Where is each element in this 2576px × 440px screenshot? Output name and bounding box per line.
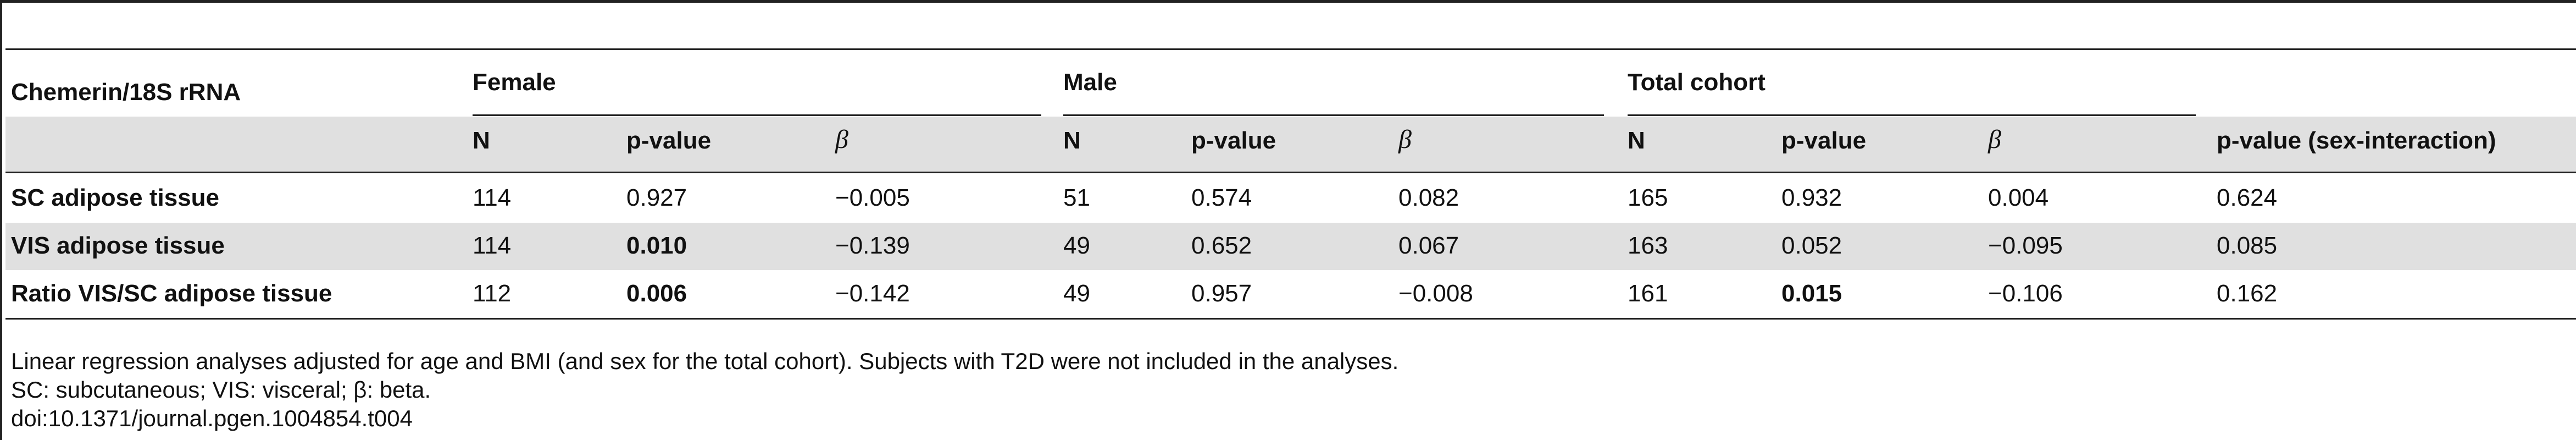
total-group-underline	[1628, 114, 2196, 116]
row-sc-male-n: 51	[1063, 184, 1090, 211]
subheader-female-n: N	[473, 127, 490, 154]
row-vis-total-pvalue: 0.052	[1781, 232, 1842, 259]
left-border	[0, 0, 2, 440]
group-male: Male	[1063, 69, 1117, 96]
top-border	[0, 0, 2576, 3]
female-group-underline	[473, 114, 1041, 116]
subheader-total-pvalue: p-value	[1781, 127, 1867, 154]
row-ratio-total-pvalue: 0.015	[1781, 280, 1842, 307]
row-sc-female-pvalue: 0.927	[626, 184, 687, 211]
male-group-underline	[1063, 114, 1604, 116]
corner-label: Chemerin/18S rRNA	[11, 79, 241, 106]
row-sc-male-pvalue: 0.574	[1191, 184, 1252, 211]
group-total-cohort: Total cohort	[1628, 69, 1766, 96]
row-ratio-sex-interaction: 0.162	[2217, 280, 2278, 307]
subheader-female-pvalue: p-value	[626, 127, 712, 154]
row-label-sc: SC adipose tissue	[11, 184, 220, 211]
subheader-total-n: N	[1628, 127, 1645, 154]
row-ratio-male-n: 49	[1063, 280, 1090, 307]
row-sc-sex-interaction: 0.624	[2217, 184, 2278, 211]
footnote-doi[interactable]: doi:10.1371/journal.pgen.1004854.t004	[11, 405, 413, 431]
header-bottom-rule	[5, 172, 2576, 173]
row-label-ratio: Ratio VIS/SC adipose tissue	[11, 280, 332, 307]
row-sc-total-beta: 0.004	[1988, 184, 2049, 211]
row-vis-male-pvalue: 0.652	[1191, 232, 1252, 259]
subheader-male-beta: β	[1398, 125, 1412, 154]
group-female: Female	[473, 69, 556, 96]
row-sc-total-n: 165	[1628, 184, 1668, 211]
subheader-male-pvalue: p-value	[1191, 127, 1276, 154]
row-ratio-male-beta: −0.008	[1398, 280, 1473, 307]
footnote-method: Linear regression analyses adjusted for …	[11, 348, 1399, 374]
subheader-male-n: N	[1063, 127, 1081, 154]
row-ratio-male-pvalue: 0.957	[1191, 280, 1252, 307]
subheader-total-beta: β	[1988, 125, 2001, 154]
footnote-abbreviations: SC: subcutaneous; VIS: visceral; β: beta…	[11, 377, 431, 403]
subheader-sex-interaction: p-value (sex-interaction)	[2217, 127, 2496, 154]
row-ratio-total-n: 161	[1628, 280, 1668, 307]
subheader-band	[5, 117, 2576, 172]
row-vis-male-n: 49	[1063, 232, 1090, 259]
row-ratio-female-n: 112	[473, 280, 512, 307]
row-vis-total-n: 163	[1628, 232, 1668, 259]
row-ratio-female-pvalue: 0.006	[626, 280, 687, 307]
row-ratio-total-beta: −0.106	[1988, 280, 2063, 307]
row-ratio-female-beta: −0.142	[835, 280, 910, 307]
row-sc-male-beta: 0.082	[1398, 184, 1459, 211]
row-label-vis: VIS adipose tissue	[11, 232, 225, 259]
row-sc-female-n: 114	[473, 184, 512, 211]
table-top-rule	[5, 48, 2576, 50]
row-vis-female-n: 114	[473, 232, 512, 259]
row-vis-male-beta: 0.067	[1398, 232, 1459, 259]
row-sc-total-pvalue: 0.932	[1781, 184, 1842, 211]
row-band-vis	[5, 223, 2576, 270]
row-vis-female-pvalue: 0.010	[626, 232, 687, 259]
row-vis-female-beta: −0.139	[835, 232, 910, 259]
row-vis-sex-interaction: 0.085	[2217, 232, 2278, 259]
row-sc-female-beta: −0.005	[835, 184, 910, 211]
table-bottom-rule	[5, 318, 2576, 320]
subheader-female-beta: β	[835, 125, 848, 154]
row-vis-total-beta: −0.095	[1988, 232, 2063, 259]
